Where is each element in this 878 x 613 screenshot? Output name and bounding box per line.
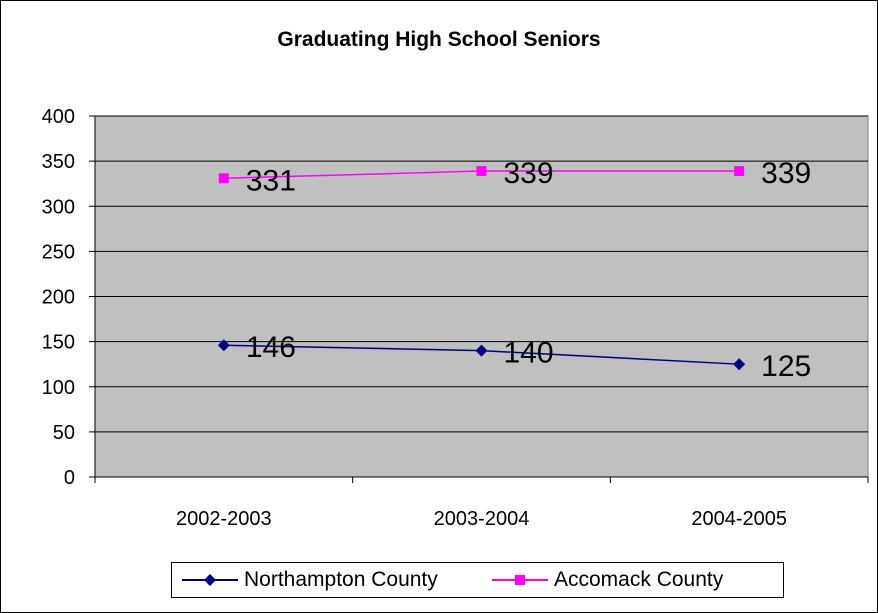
y-tick-label: 100 xyxy=(42,377,75,399)
x-tick-label: 2002-2003 xyxy=(176,508,272,530)
data-point-square xyxy=(218,173,229,184)
data-label: 331 xyxy=(246,164,296,197)
data-point-square xyxy=(734,166,745,177)
data-point-diamond xyxy=(475,344,488,357)
legend: Northampton County Accomack County xyxy=(171,562,784,598)
x-tick-label: 2004-2005 xyxy=(691,508,787,530)
data-label: 125 xyxy=(761,350,811,383)
y-tick-label: 150 xyxy=(42,332,75,354)
data-label: 146 xyxy=(246,331,296,364)
y-tick-label: 200 xyxy=(42,287,75,309)
legend-label-accomack: Accomack County xyxy=(554,568,724,591)
y-tick-label: 0 xyxy=(64,467,75,489)
y-tick-label: 300 xyxy=(42,196,75,218)
data-label: 339 xyxy=(761,157,811,190)
y-tick-label: 50 xyxy=(53,422,75,444)
data-point-diamond xyxy=(733,358,746,371)
legend-square-marker-icon xyxy=(492,575,548,585)
data-point-square xyxy=(476,166,487,177)
data-label: 339 xyxy=(504,157,554,190)
legend-diamond-marker-icon xyxy=(182,574,238,586)
data-point-diamond xyxy=(217,339,230,352)
y-tick-label: 350 xyxy=(42,151,75,173)
y-tick-label: 400 xyxy=(42,106,75,128)
y-tick-label: 250 xyxy=(42,241,75,263)
data-label: 140 xyxy=(504,337,554,370)
chart-title: Graduating High School Seniors xyxy=(277,28,601,51)
legend-label-northampton: Northampton County xyxy=(244,568,438,591)
x-tick-label: 2003-2004 xyxy=(434,508,530,530)
